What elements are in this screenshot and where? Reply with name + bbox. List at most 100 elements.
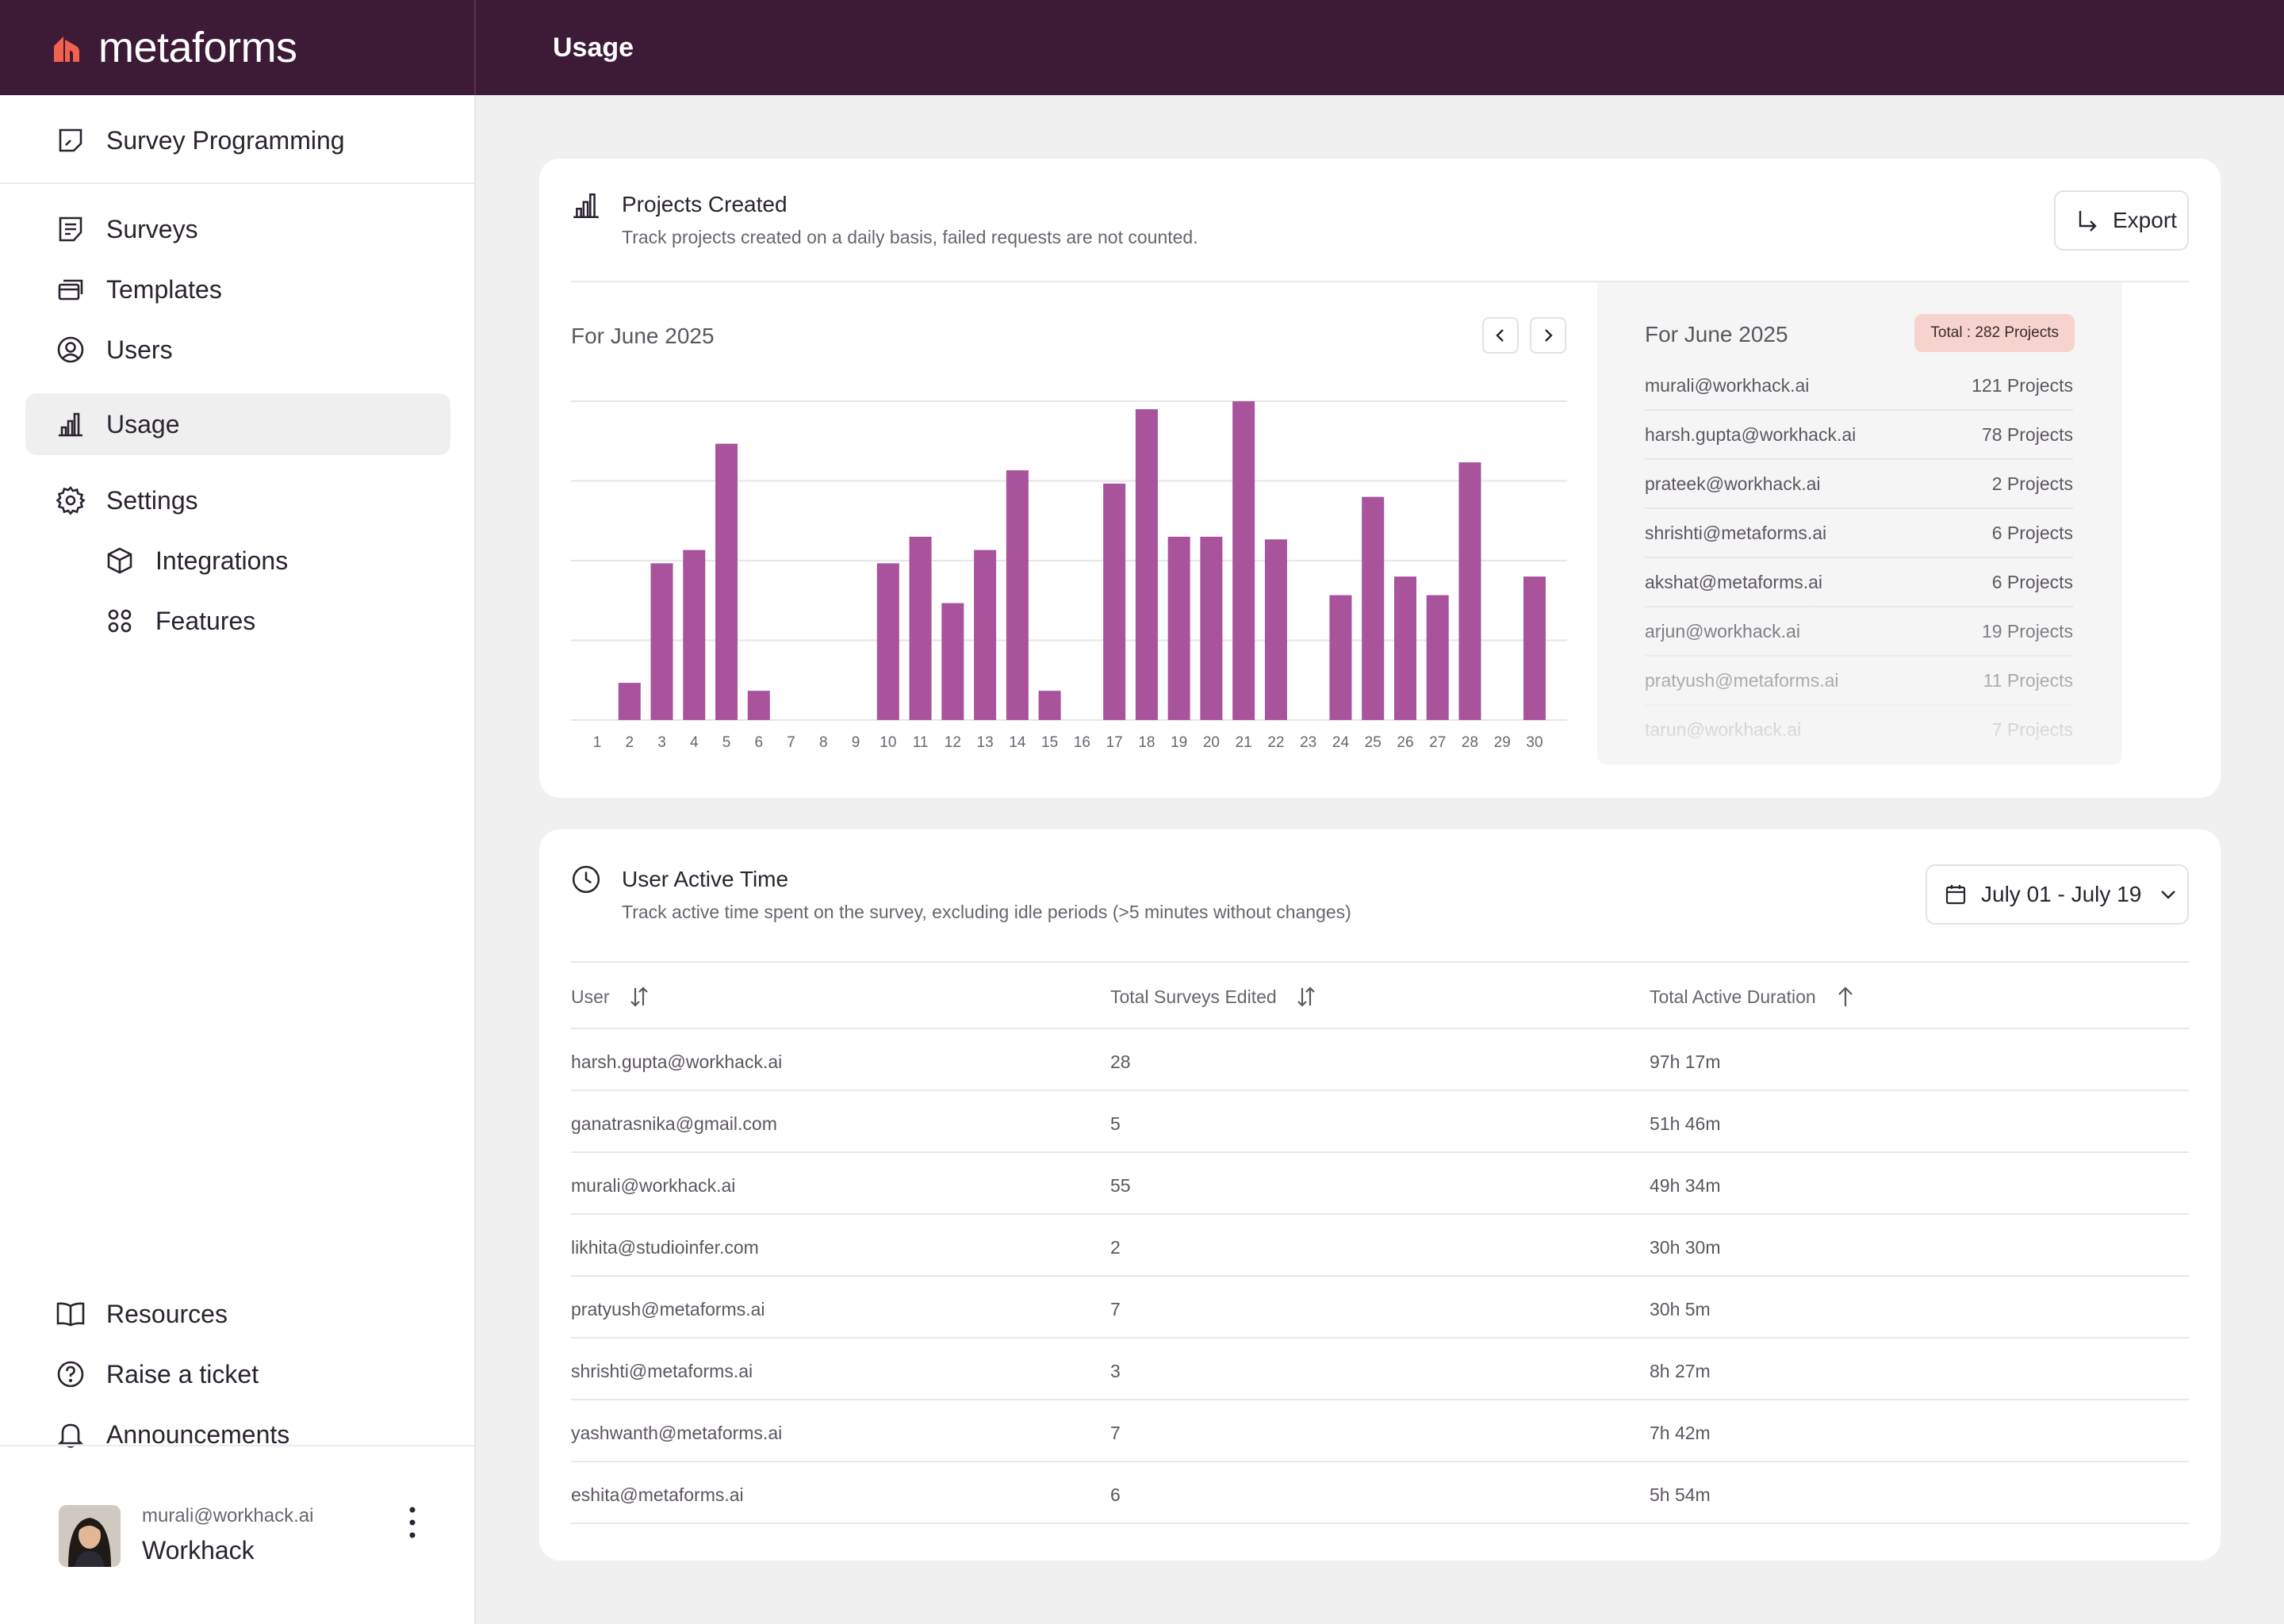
kebab-menu-icon[interactable] [401, 1503, 423, 1542]
table-row[interactable]: likhita@studioinfer.com 2 30h 30m [571, 1215, 2189, 1277]
user-email: murali@workhack.ai [142, 1505, 314, 1526]
column-header-label: User [571, 986, 610, 1007]
chart-bar-day-22[interactable] [1264, 539, 1287, 720]
bar-chart-icon [571, 190, 603, 222]
sidebar-item-settings[interactable]: Settings [25, 469, 450, 531]
features-grid-icon [105, 606, 135, 636]
export-button[interactable]: Export [2054, 190, 2189, 251]
prev-month-button[interactable] [1482, 317, 1519, 354]
sidebar-item-templates[interactable]: Templates [25, 259, 450, 320]
chart-x-tick-label: 19 [1171, 734, 1187, 751]
chart-bar-day-17[interactable] [1103, 483, 1126, 720]
table-cell-user: eshita@metaforms.ai [571, 1484, 744, 1505]
help-circle-icon [56, 1359, 86, 1389]
project-user-email: prateek@workhack.ai [1645, 473, 1821, 494]
projects-card-title: Projects Created [622, 192, 788, 216]
table-cell-duration: 5h 54m [1650, 1484, 1711, 1505]
chart-bar-day-19[interactable] [1167, 536, 1190, 720]
table-row[interactable]: pratyush@metaforms.ai 7 30h 5m [571, 1277, 2189, 1339]
sidebar-item-raise-ticket[interactable]: Raise a ticket [25, 1343, 450, 1405]
projects-bar-chart: 1 2 3 4 5 6 7 8 9 10 11 12 13 14 15 16 17 18 19 20 21 22 23 24 2… [571, 400, 1567, 751]
brand[interactable]: metaforms [52, 0, 473, 95]
table-cell-surveys: 6 [1110, 1484, 1121, 1505]
calendar-icon [1945, 883, 1967, 906]
table-cell-user: harsh.gupta@workhack.ai [571, 1051, 783, 1072]
chart-bar-day-20[interactable] [1200, 536, 1223, 720]
chart-bar-day-21[interactable] [1232, 401, 1255, 720]
card-divider [571, 281, 2189, 282]
project-user-count: 78 Projects [1981, 423, 2073, 445]
chart-bar-day-13[interactable] [974, 550, 997, 720]
chart-x-tick-label: 2 [625, 734, 634, 751]
sidebar-item-label: Surveys [106, 214, 198, 243]
project-user-row: akshat@metaforms.ai 6 Projects [1645, 558, 2073, 607]
chart-bar-day-25[interactable] [1362, 496, 1385, 720]
sidebar-item-survey-programming[interactable]: Survey Programming [25, 109, 450, 171]
table-cell-user: likhita@studioinfer.com [571, 1237, 759, 1258]
chart-bar-day-28[interactable] [1458, 462, 1481, 720]
export-arrow-icon [2075, 209, 2098, 232]
table-cell-user: pratyush@metaforms.ai [571, 1299, 765, 1320]
sidebar-item-integrations[interactable]: Integrations [25, 530, 450, 592]
chart-bar-day-11[interactable] [909, 536, 932, 720]
table-cell-duration: 8h 27m [1650, 1361, 1711, 1381]
chart-x-tick-label: 22 [1267, 734, 1284, 751]
sidebar-item-label: Integrations [155, 546, 289, 575]
column-header-user[interactable]: User [571, 985, 651, 1009]
table-row[interactable]: harsh.gupta@workhack.ai 28 97h 17m [571, 1029, 2189, 1091]
chart-bar-day-26[interactable] [1393, 576, 1416, 720]
cube-icon [105, 546, 135, 576]
clock-icon [571, 864, 603, 896]
date-range-select[interactable]: July 01 - July 19 [1926, 864, 2189, 925]
table-row[interactable]: eshita@metaforms.ai 6 5h 54m [571, 1462, 2189, 1524]
sidebar-item-label: Usage [106, 409, 180, 439]
table-cell-duration: 49h 34m [1650, 1175, 1721, 1196]
chart-bar-day-4[interactable] [683, 550, 706, 720]
table-cell-surveys: 28 [1110, 1051, 1131, 1072]
chart-bar-day-15[interactable] [1038, 691, 1061, 720]
avatar[interactable] [59, 1505, 121, 1567]
sidebar-item-announcements[interactable]: Announcements [25, 1404, 450, 1465]
next-month-button[interactable] [1530, 317, 1566, 354]
chart-bar-day-6[interactable] [747, 691, 770, 720]
sidebar-item-usage[interactable]: Usage [25, 393, 450, 455]
chart-bar-day-30[interactable] [1523, 576, 1546, 720]
projects-card-subtitle: Track projects created on a daily basis,… [622, 227, 1198, 247]
chart-bar-day-27[interactable] [1426, 595, 1449, 720]
chart-bar-day-12[interactable] [941, 603, 964, 720]
table-cell-surveys: 7 [1110, 1299, 1121, 1320]
chart-bar-day-14[interactable] [1006, 470, 1029, 720]
chart-bar-day-5[interactable] [715, 443, 738, 720]
sidebar-item-label: Announcements [106, 1419, 290, 1449]
table-header-divider [571, 1028, 2189, 1029]
chart-bar-day-18[interactable] [1135, 409, 1158, 720]
chart-bar-day-3[interactable] [650, 563, 673, 720]
chart-x-tick-label: 20 [1203, 734, 1220, 751]
table-cell-surveys: 5 [1110, 1113, 1121, 1134]
sidebar-item-surveys[interactable]: Surveys [25, 198, 450, 260]
chart-x-tick-label: 16 [1074, 734, 1090, 751]
chart-bar-day-10[interactable] [876, 563, 899, 720]
table-row[interactable]: shrishti@metaforms.ai 3 8h 27m [571, 1339, 2189, 1400]
sidebar-divider [0, 1445, 474, 1446]
sidebar-item-resources[interactable]: Resources [25, 1283, 450, 1345]
column-header-surveys-edited[interactable]: Total Surveys Edited [1110, 985, 1318, 1009]
sidebar-item-label: Raise a ticket [106, 1359, 259, 1388]
sidebar-item-users[interactable]: Users [25, 319, 450, 381]
table-row[interactable]: yashwanth@metaforms.ai 7 7h 42m [571, 1400, 2189, 1462]
templates-icon [56, 274, 86, 304]
table-cell-duration: 51h 46m [1650, 1113, 1721, 1134]
sidebar-item-label: Settings [106, 485, 198, 515]
chart-bar-day-2[interactable] [618, 683, 641, 720]
user-active-time-card [539, 829, 2221, 1561]
table-row[interactable]: murali@workhack.ai 55 49h 34m [571, 1153, 2189, 1215]
chart-x-tick-label: 11 [913, 734, 929, 751]
column-header-active-duration[interactable]: Total Active Duration [1650, 985, 1857, 1009]
column-header-label: Total Active Duration [1650, 986, 1816, 1007]
table-row[interactable]: ganatrasnika@gmail.com 5 51h 46m [571, 1091, 2189, 1153]
chart-bar-day-24[interactable] [1329, 595, 1352, 720]
project-user-count: 6 Projects [1991, 571, 2073, 592]
project-user-count: 7 Projects [1991, 718, 2073, 740]
date-range-value: July 01 - July 19 [1981, 882, 2142, 906]
sidebar-item-features[interactable]: Features [25, 590, 450, 652]
